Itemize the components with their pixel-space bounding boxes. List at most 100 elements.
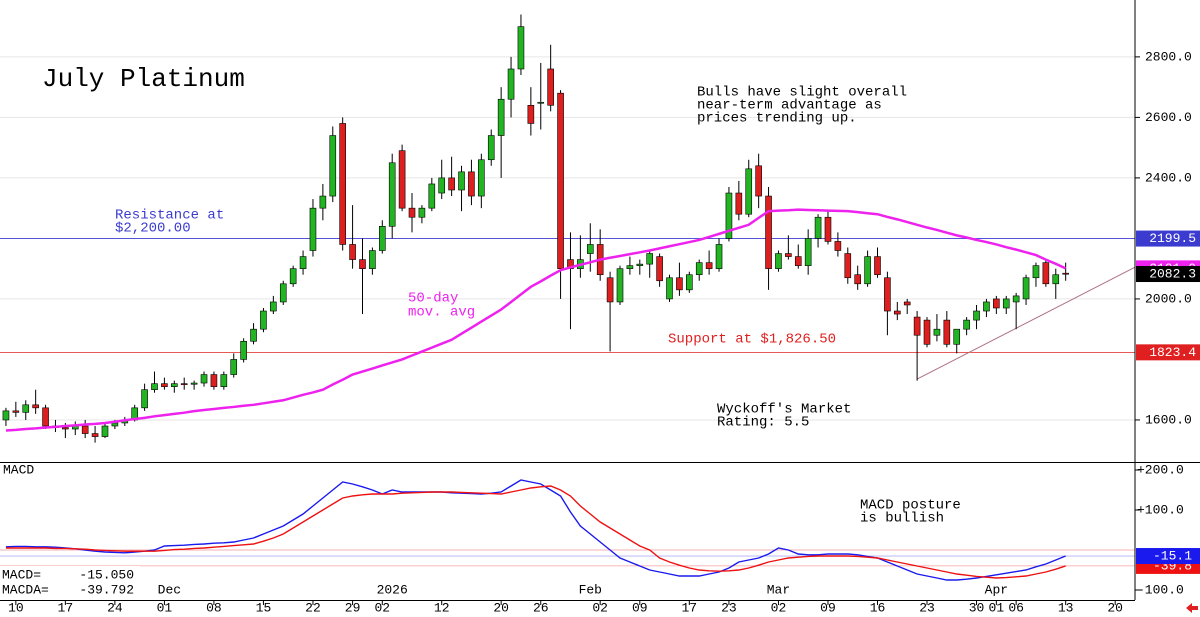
y-tick-label: 2600.0 bbox=[1145, 110, 1192, 125]
candle-body bbox=[646, 253, 654, 265]
candle-body bbox=[804, 238, 812, 266]
candle-body bbox=[666, 277, 673, 300]
candle-body bbox=[755, 165, 762, 197]
candle-body bbox=[705, 262, 713, 269]
y-tick-label: -100.0 bbox=[1137, 582, 1184, 597]
candle-body bbox=[586, 244, 594, 254]
candle-body bbox=[32, 404, 39, 409]
candle-body bbox=[695, 262, 703, 276]
candle-body bbox=[794, 256, 802, 266]
x-tick-label: 06 bbox=[1008, 600, 1024, 615]
candle-body bbox=[210, 374, 218, 387]
candle-body bbox=[814, 216, 822, 239]
candle-body bbox=[765, 195, 772, 269]
candle-body bbox=[448, 177, 455, 191]
annotation: mov. avg bbox=[408, 305, 475, 321]
candle-body bbox=[963, 319, 970, 330]
legend-label: MACD= bbox=[2, 567, 41, 582]
x-tick-label: 02 bbox=[374, 600, 390, 615]
candle-body bbox=[517, 26, 525, 70]
candle-body bbox=[864, 256, 871, 285]
legend-box bbox=[0, 566, 140, 600]
x-tick-label: 13 bbox=[1058, 600, 1074, 615]
candle-body bbox=[745, 168, 753, 215]
x-tick-label: 02 bbox=[771, 600, 787, 615]
x-tick-label: 02 bbox=[592, 600, 608, 615]
candle-body bbox=[973, 310, 980, 321]
x-tick-label: 08 bbox=[206, 600, 222, 615]
x-tick-label: 12 bbox=[434, 600, 450, 615]
annotation: near-term advantage as bbox=[697, 98, 882, 114]
candle-body bbox=[606, 277, 614, 303]
candle-body bbox=[378, 226, 386, 251]
candle-body bbox=[983, 301, 990, 312]
candle-body bbox=[884, 277, 891, 312]
candle-body bbox=[329, 135, 337, 197]
x-tick-label: 24 bbox=[107, 600, 123, 615]
annotation: Bulls have slight overall bbox=[697, 85, 907, 101]
x-tick-label: 15 bbox=[256, 600, 272, 615]
candle-body bbox=[81, 425, 89, 434]
level-label: 2199.5 bbox=[1149, 231, 1196, 246]
candle-body bbox=[725, 192, 733, 239]
x-tick-label: 10 bbox=[8, 600, 24, 615]
candle-body bbox=[656, 256, 663, 282]
legend-value: -15.050 bbox=[79, 567, 134, 582]
candle-body bbox=[349, 244, 356, 260]
candle-body bbox=[686, 274, 693, 291]
x-tick-label: 17 bbox=[682, 600, 698, 615]
candle-body bbox=[190, 382, 198, 385]
level-label: 1823.4 bbox=[1149, 345, 1196, 360]
candle-body bbox=[42, 407, 49, 427]
candle-body bbox=[388, 162, 396, 227]
candle-body bbox=[933, 328, 941, 336]
annotation: MACD posture bbox=[860, 498, 961, 514]
x-tick-label: 30 bbox=[969, 600, 985, 615]
candle-body bbox=[359, 259, 366, 269]
candle-body bbox=[834, 241, 842, 251]
candle-body bbox=[993, 298, 1000, 309]
candle-body bbox=[319, 195, 327, 209]
candle-body bbox=[715, 244, 723, 269]
candle-body bbox=[458, 171, 465, 191]
candle-body bbox=[1022, 277, 1030, 300]
candle-body bbox=[111, 422, 119, 427]
x-tick-label: 29 bbox=[345, 600, 361, 615]
candle-body bbox=[913, 316, 921, 336]
candle-body bbox=[953, 328, 961, 345]
candle-body bbox=[279, 283, 287, 303]
candle-body bbox=[62, 427, 69, 430]
candle-body bbox=[676, 277, 683, 291]
last-price-box bbox=[1136, 266, 1200, 283]
level-box bbox=[1136, 344, 1200, 361]
candle-body bbox=[240, 340, 247, 360]
annotation: prices trending up. bbox=[697, 111, 857, 127]
month-label: Feb bbox=[579, 582, 602, 597]
candle-body bbox=[478, 159, 485, 197]
moving-average bbox=[5, 208, 1067, 432]
candle-body bbox=[260, 310, 267, 330]
candle-body bbox=[537, 101, 545, 104]
candle-body bbox=[418, 207, 426, 218]
y-tick-label: +100.0 bbox=[1137, 502, 1184, 517]
candle-body bbox=[487, 135, 495, 161]
candle-body bbox=[903, 301, 911, 306]
y-tick-label: 2400.0 bbox=[1145, 170, 1192, 185]
candle-body bbox=[1032, 265, 1040, 279]
candle-body bbox=[894, 310, 901, 315]
candle-body bbox=[1002, 298, 1010, 309]
y-tick-label: 2800.0 bbox=[1145, 49, 1192, 64]
y-tick-label: 1600.0 bbox=[1145, 412, 1192, 427]
x-tick-label: 09 bbox=[632, 600, 648, 615]
candle-body bbox=[497, 98, 505, 136]
last-price-label: 2082.3 bbox=[1149, 266, 1196, 281]
annotation: is bullish bbox=[860, 511, 944, 527]
candle-body bbox=[2, 410, 10, 421]
candle-body bbox=[161, 383, 168, 387]
arrow-icon[interactable] bbox=[1186, 603, 1198, 613]
candle-body bbox=[775, 253, 782, 269]
macd-line bbox=[5, 479, 1066, 581]
candle-body bbox=[91, 433, 99, 437]
annotation: $2,200.00 bbox=[115, 221, 191, 237]
candle-body bbox=[547, 68, 554, 106]
